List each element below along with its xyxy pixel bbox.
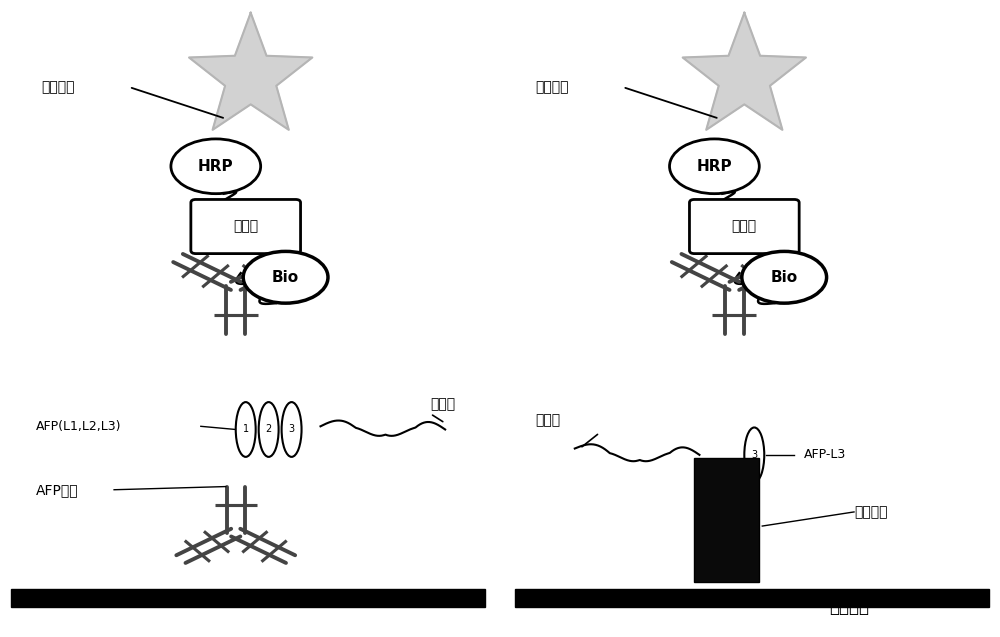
Polygon shape xyxy=(683,13,806,130)
Ellipse shape xyxy=(744,427,764,482)
Text: 亲和素: 亲和素 xyxy=(732,220,757,234)
Polygon shape xyxy=(189,13,312,130)
Bar xyxy=(515,589,989,607)
Ellipse shape xyxy=(236,402,256,457)
Text: 1: 1 xyxy=(243,424,249,434)
Text: Bio: Bio xyxy=(272,270,299,285)
Text: AFP抗体: AFP抗体 xyxy=(36,483,79,497)
Text: AFP(L1,L2,L3): AFP(L1,L2,L3) xyxy=(36,420,122,433)
Ellipse shape xyxy=(282,402,302,457)
Text: 岩藻糖: 岩藻糖 xyxy=(430,397,455,411)
FancyBboxPatch shape xyxy=(191,199,301,254)
Text: 3: 3 xyxy=(751,450,757,460)
Text: 3: 3 xyxy=(289,424,295,434)
Text: 酸基玻片: 酸基玻片 xyxy=(829,598,869,616)
Bar xyxy=(11,589,485,607)
Text: 小扁豆素: 小扁豆素 xyxy=(854,505,888,519)
Text: HRP: HRP xyxy=(697,159,732,174)
Ellipse shape xyxy=(670,139,759,194)
FancyBboxPatch shape xyxy=(694,458,759,582)
Text: 岩藻糖: 岩藻糖 xyxy=(535,413,560,427)
Ellipse shape xyxy=(171,139,261,194)
Text: HRP: HRP xyxy=(198,159,234,174)
Text: 底物发光: 底物发光 xyxy=(41,80,75,94)
Text: 底物发光: 底物发光 xyxy=(535,80,568,94)
FancyBboxPatch shape xyxy=(689,199,799,254)
Text: AFP-L3: AFP-L3 xyxy=(804,448,846,461)
Ellipse shape xyxy=(742,252,827,303)
Text: 亲和素: 亲和素 xyxy=(233,220,258,234)
Ellipse shape xyxy=(259,402,279,457)
Text: 2: 2 xyxy=(266,424,272,434)
Text: Bio: Bio xyxy=(771,270,798,285)
Ellipse shape xyxy=(243,252,328,303)
